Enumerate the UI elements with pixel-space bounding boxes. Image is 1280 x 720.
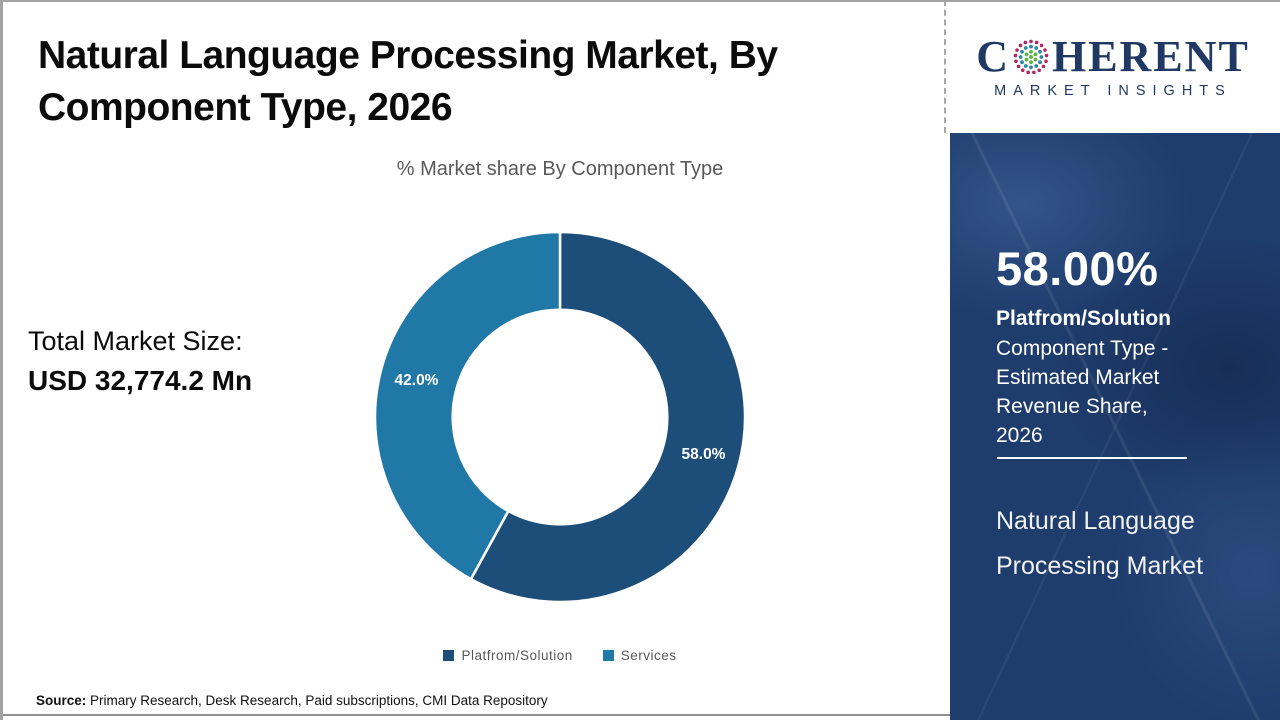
- logo-text-c: C: [976, 31, 1010, 81]
- frame-top-line: [0, 0, 1280, 2]
- donut-chart: 58.0% 42.0%: [373, 230, 747, 604]
- total-market-size-block: Total Market Size: USD 32,774.2 Mn: [28, 322, 252, 401]
- legend-item-services: Services: [602, 648, 677, 663]
- page-title: Natural Language Processing Market, By C…: [38, 34, 778, 129]
- frame-left-line: [0, 0, 3, 720]
- legend-label-platform: Platfrom/Solution: [461, 648, 573, 663]
- source-text: Primary Research, Desk Research, Paid su…: [86, 693, 548, 708]
- sidebar-stat-value: 58.00%: [996, 242, 1159, 295]
- logo-area: C HERENT MARKET INSIGHTS: [944, 0, 1280, 133]
- sidebar-panel: 58.00% Platfrom/Solution Component Type …: [950, 133, 1280, 720]
- chart-legend: Platfrom/Solution Services: [175, 648, 945, 663]
- legend-label-services: Services: [620, 648, 677, 663]
- source-label: Source:: [36, 693, 87, 708]
- logo-text-herent: HERENT: [1051, 31, 1250, 81]
- donut-slice-label-0: 58.0%: [682, 446, 726, 463]
- logo-tagline: MARKET INSIGHTS: [994, 82, 1232, 99]
- sidebar-market-name: Natural Language Processing Market: [996, 507, 1204, 580]
- sidebar-divider-line: [997, 457, 1187, 459]
- source-line: Source: Primary Research, Desk Research,…: [36, 693, 548, 708]
- donut-slice-0: [469, 230, 747, 604]
- donut-slice-1: [373, 230, 562, 581]
- sidebar-stat-description: Component Type - Estimated Market Revenu…: [996, 337, 1169, 447]
- legend-swatch-services-icon: [602, 650, 614, 661]
- donut-slice-label-1: 42.0%: [395, 372, 439, 389]
- company-logo: C HERENT: [976, 31, 1250, 81]
- legend-swatch-platform-icon: [443, 650, 455, 661]
- total-market-size-label: Total Market Size:: [28, 326, 243, 356]
- sidebar-content: 58.00% Platfrom/Solution Component Type …: [950, 133, 1280, 720]
- chart-title: % Market share By Component Type: [396, 158, 724, 180]
- total-market-size-value: USD 32,774.2 Mn: [28, 365, 253, 396]
- logo-globe-icon: [1013, 39, 1049, 74]
- frame-bottom-line: [0, 714, 1280, 716]
- legend-item-platform: Platfrom/Solution: [443, 648, 572, 663]
- sidebar-stat-name: Platfrom/Solution: [996, 307, 1171, 330]
